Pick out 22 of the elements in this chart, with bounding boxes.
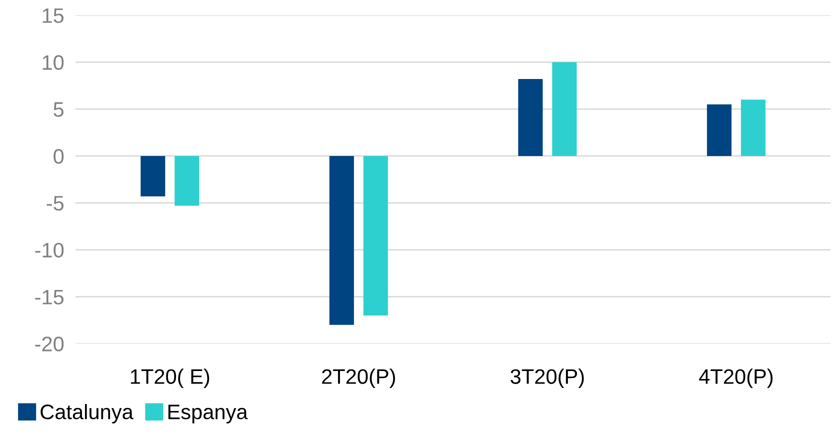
x-tick-label: 3T20(P) — [510, 368, 584, 388]
y-tick-label: 5 — [54, 102, 64, 117]
x-tick-label: 4T20(P) — [699, 368, 773, 388]
bar — [140, 156, 166, 196]
bar — [552, 62, 577, 156]
y-tick-label: -15 — [35, 290, 64, 304]
x-tick-label: 2T20(P) — [322, 368, 396, 388]
y-tick-label: 0 — [54, 148, 64, 164]
legend-label: Espanya — [168, 404, 248, 424]
y-tick-label: 10 — [42, 55, 64, 70]
y-tick-label: -5 — [46, 196, 64, 211]
legend-label: Catalunya — [40, 404, 134, 424]
bar — [518, 79, 543, 156]
bar — [740, 100, 766, 156]
y-tick-label: -10 — [35, 242, 64, 258]
x-tick-label: 1T20( E) — [130, 368, 210, 388]
y-tick-label: 15 — [42, 8, 64, 23]
bar — [363, 156, 388, 316]
bar — [706, 104, 732, 156]
bar — [329, 156, 354, 325]
y-tick-label: -20 — [35, 336, 64, 352]
bar — [174, 156, 200, 206]
